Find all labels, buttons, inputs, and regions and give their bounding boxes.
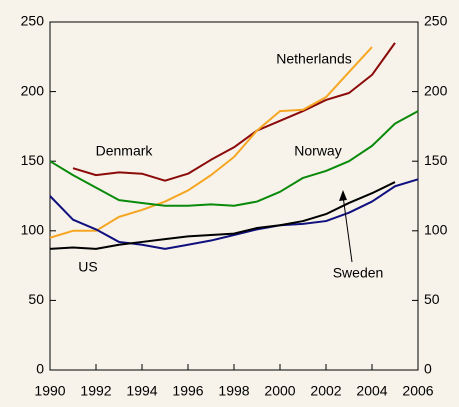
series-line [49, 181, 396, 250]
y2-tick-label: 150 [424, 152, 448, 168]
series-label: Norway [294, 143, 341, 159]
y2-tick-label: 0 [424, 361, 432, 377]
x-tick-label: 1992 [80, 383, 111, 399]
series-label: Denmark [96, 143, 154, 159]
x-tick-label: 2000 [264, 383, 295, 399]
x-tick-label: 2002 [310, 383, 341, 399]
series-line [49, 110, 419, 207]
y2-tick-label: 250 [424, 13, 448, 29]
y-tick-label: 0 [36, 361, 44, 377]
series-label: US [78, 259, 97, 275]
x-tick-label: 1994 [126, 383, 157, 399]
y-tick-label: 200 [21, 82, 45, 98]
y-tick-label: 50 [28, 291, 44, 307]
annotation-arrowhead [339, 190, 347, 201]
x-tick-label: 1998 [218, 383, 249, 399]
x-tick-label: 2004 [356, 383, 387, 399]
y2-tick-label: 100 [424, 222, 448, 238]
y-tick-label: 150 [21, 152, 45, 168]
annotation-arrow [342, 195, 353, 263]
series-line [49, 178, 419, 250]
x-tick-label: 1996 [172, 383, 203, 399]
series-line [72, 42, 396, 182]
x-tick-label: 1990 [34, 383, 65, 399]
series-label: Netherlands [276, 51, 352, 67]
y2-tick-label: 200 [424, 82, 448, 98]
series-label: Sweden [333, 265, 384, 281]
y-tick-label: 100 [21, 222, 45, 238]
series-line [49, 46, 373, 239]
y2-tick-label: 50 [424, 291, 440, 307]
x-tick-label: 2006 [402, 383, 433, 399]
y-tick-label: 250 [21, 13, 45, 29]
